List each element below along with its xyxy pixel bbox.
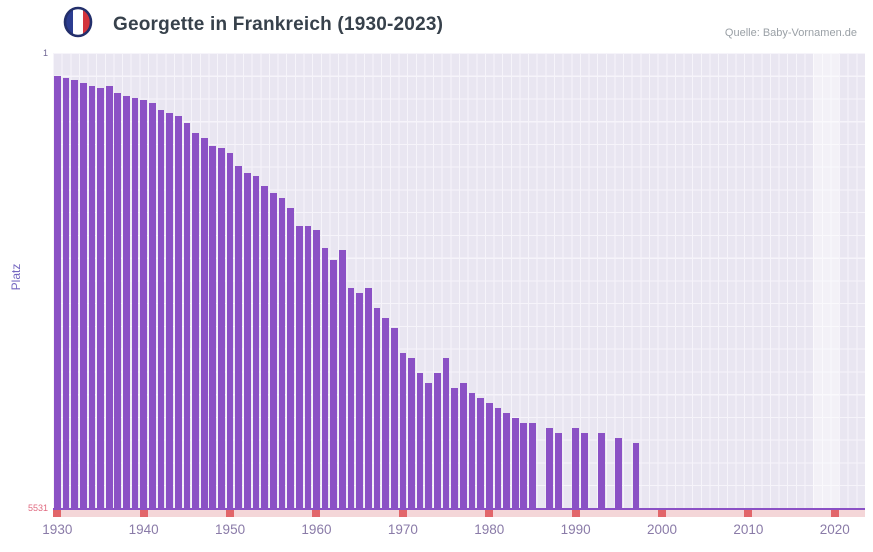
bar-1941[interactable] <box>149 102 156 508</box>
bar-1981[interactable] <box>494 407 502 508</box>
bar-1974[interactable] <box>434 372 441 508</box>
bar-1966[interactable] <box>364 287 372 508</box>
bar-1953[interactable] <box>252 175 260 508</box>
bar-1939[interactable] <box>131 97 139 508</box>
x-tick-1980: 1980 <box>474 522 505 537</box>
x-tick-1960: 1960 <box>301 522 332 537</box>
decade-mark-1990 <box>571 510 580 517</box>
decade-mark-1950 <box>226 510 235 517</box>
missing-data-strip <box>53 510 865 517</box>
bar-1997[interactable] <box>632 442 640 508</box>
x-tick-1940: 1940 <box>128 522 159 537</box>
x-tick-2010: 2010 <box>733 522 764 537</box>
bar-1945[interactable] <box>183 122 191 508</box>
bar-1976[interactable] <box>451 387 459 508</box>
bar-1991[interactable] <box>580 433 588 508</box>
bar-1993[interactable] <box>598 433 605 508</box>
bar-1961[interactable] <box>321 247 329 508</box>
bar-1942[interactable] <box>157 109 165 508</box>
recent-years-band <box>813 53 840 508</box>
bar-1983[interactable] <box>511 417 519 508</box>
bar-1955[interactable] <box>269 192 277 508</box>
x-tick-1970: 1970 <box>387 522 418 537</box>
bar-1975[interactable] <box>442 357 450 508</box>
bar-1978[interactable] <box>468 392 476 508</box>
bar-1951[interactable] <box>235 165 243 508</box>
bar-1985[interactable] <box>529 422 536 508</box>
x-tick-2000: 2000 <box>646 522 678 537</box>
x-tick-2020: 2020 <box>819 522 850 537</box>
x-tick-1950: 1950 <box>215 522 246 537</box>
bar-1984[interactable] <box>520 422 528 508</box>
bar-1954[interactable] <box>261 185 268 508</box>
source-credit: Quelle: Baby-Vornamen.de <box>724 27 857 39</box>
bar-1960[interactable] <box>313 229 320 508</box>
decade-mark-2020 <box>830 510 839 517</box>
bar-1990[interactable] <box>572 427 579 508</box>
decade-mark-1980 <box>485 510 494 517</box>
bar-1977[interactable] <box>460 382 467 508</box>
bar-1946[interactable] <box>192 132 199 508</box>
bar-1937[interactable] <box>114 92 122 508</box>
bar-1962[interactable] <box>330 259 338 508</box>
chart-title: Georgette in Frankreich (1930-2023) <box>113 14 444 35</box>
bar-1982[interactable] <box>503 412 510 508</box>
bar-1979[interactable] <box>477 397 484 508</box>
bar-1959[interactable] <box>304 225 312 508</box>
bar-1964[interactable] <box>347 287 355 508</box>
decade-mark-1970 <box>398 510 407 517</box>
y-axis-label: Platz <box>9 263 23 291</box>
bar-1956[interactable] <box>278 197 286 508</box>
x-tick-1930: 1930 <box>42 522 73 537</box>
bar-1930[interactable] <box>54 75 61 508</box>
bar-1949[interactable] <box>218 147 225 508</box>
bar-1958[interactable] <box>295 225 303 508</box>
bar-1987[interactable] <box>546 427 554 508</box>
bar-1972[interactable] <box>416 372 424 508</box>
decade-mark-2000 <box>658 510 666 517</box>
bar-1957[interactable] <box>287 207 294 508</box>
y-tick-bottom: 5531 <box>27 503 48 513</box>
bar-1931[interactable] <box>62 77 70 508</box>
bar-1980[interactable] <box>485 402 493 508</box>
bar-1948[interactable] <box>209 145 217 508</box>
plot-area[interactable] <box>53 53 865 510</box>
bar-1970[interactable] <box>399 352 407 508</box>
bar-1971[interactable] <box>408 357 415 508</box>
bar-1933[interactable] <box>79 82 87 508</box>
bar-1938[interactable] <box>123 95 130 508</box>
bar-1965[interactable] <box>356 292 364 508</box>
decade-mark-2010 <box>744 510 753 517</box>
bar-1936[interactable] <box>105 85 113 508</box>
bar-1968[interactable] <box>382 317 389 508</box>
decade-mark-1940 <box>139 510 148 517</box>
bar-1943[interactable] <box>166 112 173 508</box>
france-flag-icon <box>63 6 93 38</box>
bar-1995[interactable] <box>615 437 623 508</box>
bar-1988[interactable] <box>555 433 562 508</box>
x-axis-labels: 1930 1940 1950 1960 1970 1980 1990 2000 2010 2020 <box>42 522 865 540</box>
bar-1944[interactable] <box>174 115 182 508</box>
bar-1940[interactable] <box>140 99 148 508</box>
decade-mark-1960 <box>312 510 321 517</box>
x-tick-1990: 1990 <box>560 522 591 537</box>
y-tick-top: 1 <box>42 48 48 58</box>
bar-1973[interactable] <box>425 382 433 508</box>
bar-1947[interactable] <box>200 137 208 508</box>
bar-1950[interactable] <box>226 152 234 508</box>
bar-1967[interactable] <box>373 307 381 508</box>
bar-1963[interactable] <box>339 249 346 508</box>
bar-1934[interactable] <box>88 85 96 508</box>
bar-1932[interactable] <box>71 79 78 508</box>
decade-mark-1930 <box>53 510 62 517</box>
bar-1935[interactable] <box>97 87 104 508</box>
bar-1952[interactable] <box>244 172 251 508</box>
bar-1969[interactable] <box>390 327 398 508</box>
